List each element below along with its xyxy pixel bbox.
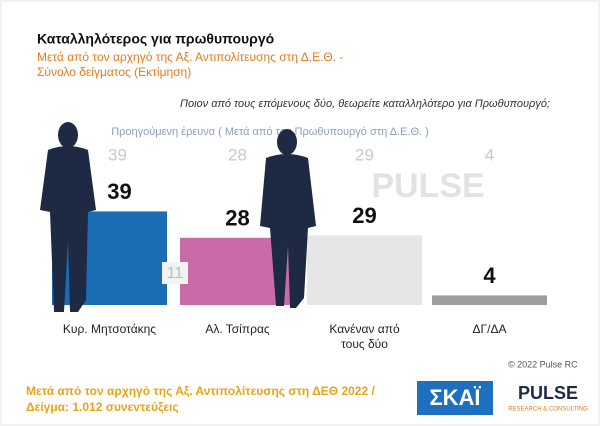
pulse-logo: PULSE [518, 383, 578, 403]
category-label: ΔΓ/ΔΑ [472, 322, 507, 336]
skai-logo-text: ΣΚΑΪ [429, 385, 481, 410]
bar [432, 295, 547, 305]
pulse-logo-sub: RESEARCH & CONSULTING [508, 407, 588, 413]
bar [307, 235, 422, 305]
value-label: 4 [483, 263, 496, 288]
subtitle: Σύνολο δείγματος (Εκτίμηση) [37, 65, 191, 79]
footer: Μετά από τον αρχηγό της Αξ. Αντιπολίτευσ… [26, 384, 375, 398]
watermark: PULSE [371, 167, 484, 205]
value-label: 39 [107, 179, 131, 204]
previous-value: 29 [355, 145, 374, 164]
subtitle: Μετά από τον αρχηγό της Αξ. Αντιπολίτευσ… [37, 50, 343, 64]
annotation: 11 [167, 265, 184, 282]
previous-value: 28 [228, 145, 247, 164]
previous-value: 4 [485, 145, 494, 164]
chart-title: Καταλληλότερος για πρωθυπουργό [37, 31, 274, 47]
footer: Δείγμα: 1.012 συνεντεύξεις [26, 400, 179, 414]
value-label: 28 [225, 206, 249, 231]
question: Ποιον από τους επόμενους δύο, θεωρείτε κ… [180, 98, 550, 110]
category-label: Αλ. Τσίπρας [205, 322, 270, 336]
value-label: 29 [352, 203, 376, 228]
person-silhouette [40, 122, 96, 312]
previous-legend: Προηγούμενη έρευνα ( Μετά από τον Πρωθυπ… [111, 126, 429, 138]
previous-value: 39 [108, 145, 127, 164]
copyright: © 2022 Pulse RC [508, 359, 578, 369]
person-silhouette [260, 129, 316, 308]
category-label: Κυρ. Μητσοτάκης [62, 322, 157, 336]
category-label: Κανέναν από τους δύο [329, 322, 400, 351]
skai-logo [417, 381, 493, 415]
annotation-box [162, 262, 188, 284]
